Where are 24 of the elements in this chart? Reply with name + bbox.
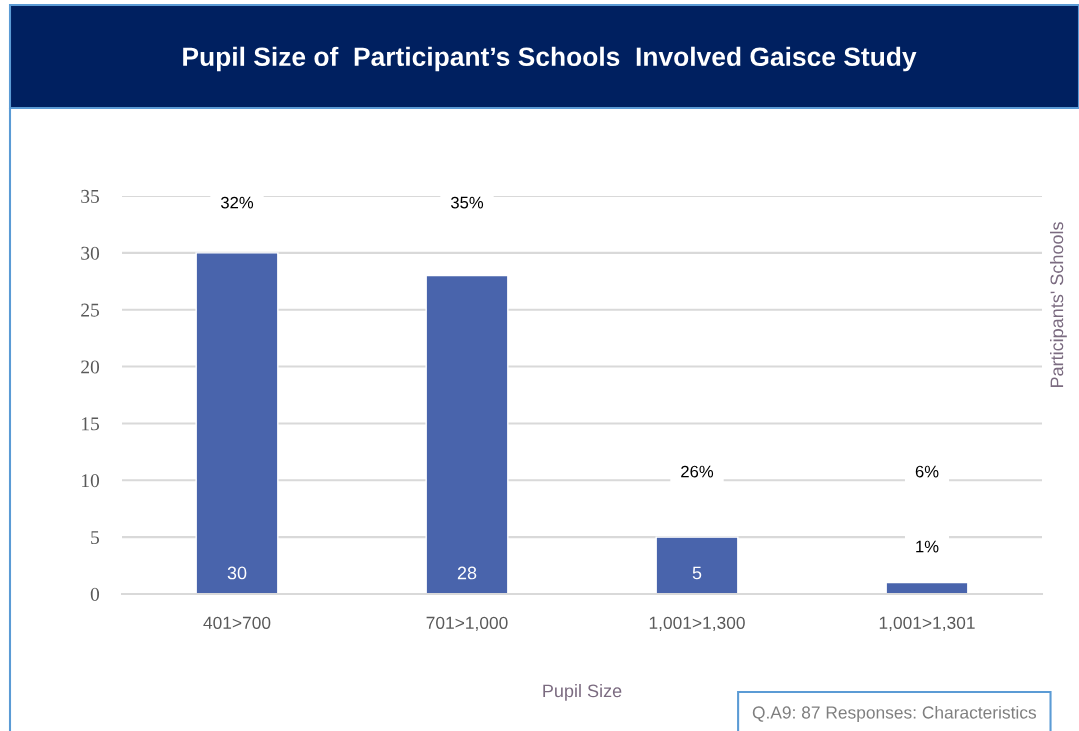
chart-title: Pupil Size of Participant’s Schools Involved Gaisce Study [183,46,917,72]
x-tick-label: 1,001>1,300 [649,616,745,632]
y-axis-title: Participants' Schools [1050,222,1067,388]
x-axis-title: Pupil Size [543,684,622,701]
y-tick-label: 10 [82,474,100,488]
annotation: 26% [681,465,714,478]
x-tick-label: 1,001>1,301 [879,616,975,632]
y-tick-label: 5 [91,531,100,545]
y-tick-label: 35 [81,189,100,203]
text: Q.A9: 87 Responses: Characteristics [752,705,1037,723]
annotation: 1% [916,540,939,553]
y-tick-label: 25 [81,303,100,317]
data-label: 28 [457,566,477,580]
y-tick-label: 30 [81,246,100,260]
annotation: 32% [220,196,254,209]
data-label: 5 [692,566,702,580]
y-tick-label: 0 [90,587,100,601]
x-tick-label: 701>1,000 [426,616,508,632]
data-label: 30 [227,566,247,580]
annotation: 6% [915,465,939,478]
y-tick-label: 15 [82,417,100,431]
annotation: 35% [450,196,484,209]
x-tick-label: 401>700 [203,616,271,629]
y-tick-label: 20 [81,360,100,374]
